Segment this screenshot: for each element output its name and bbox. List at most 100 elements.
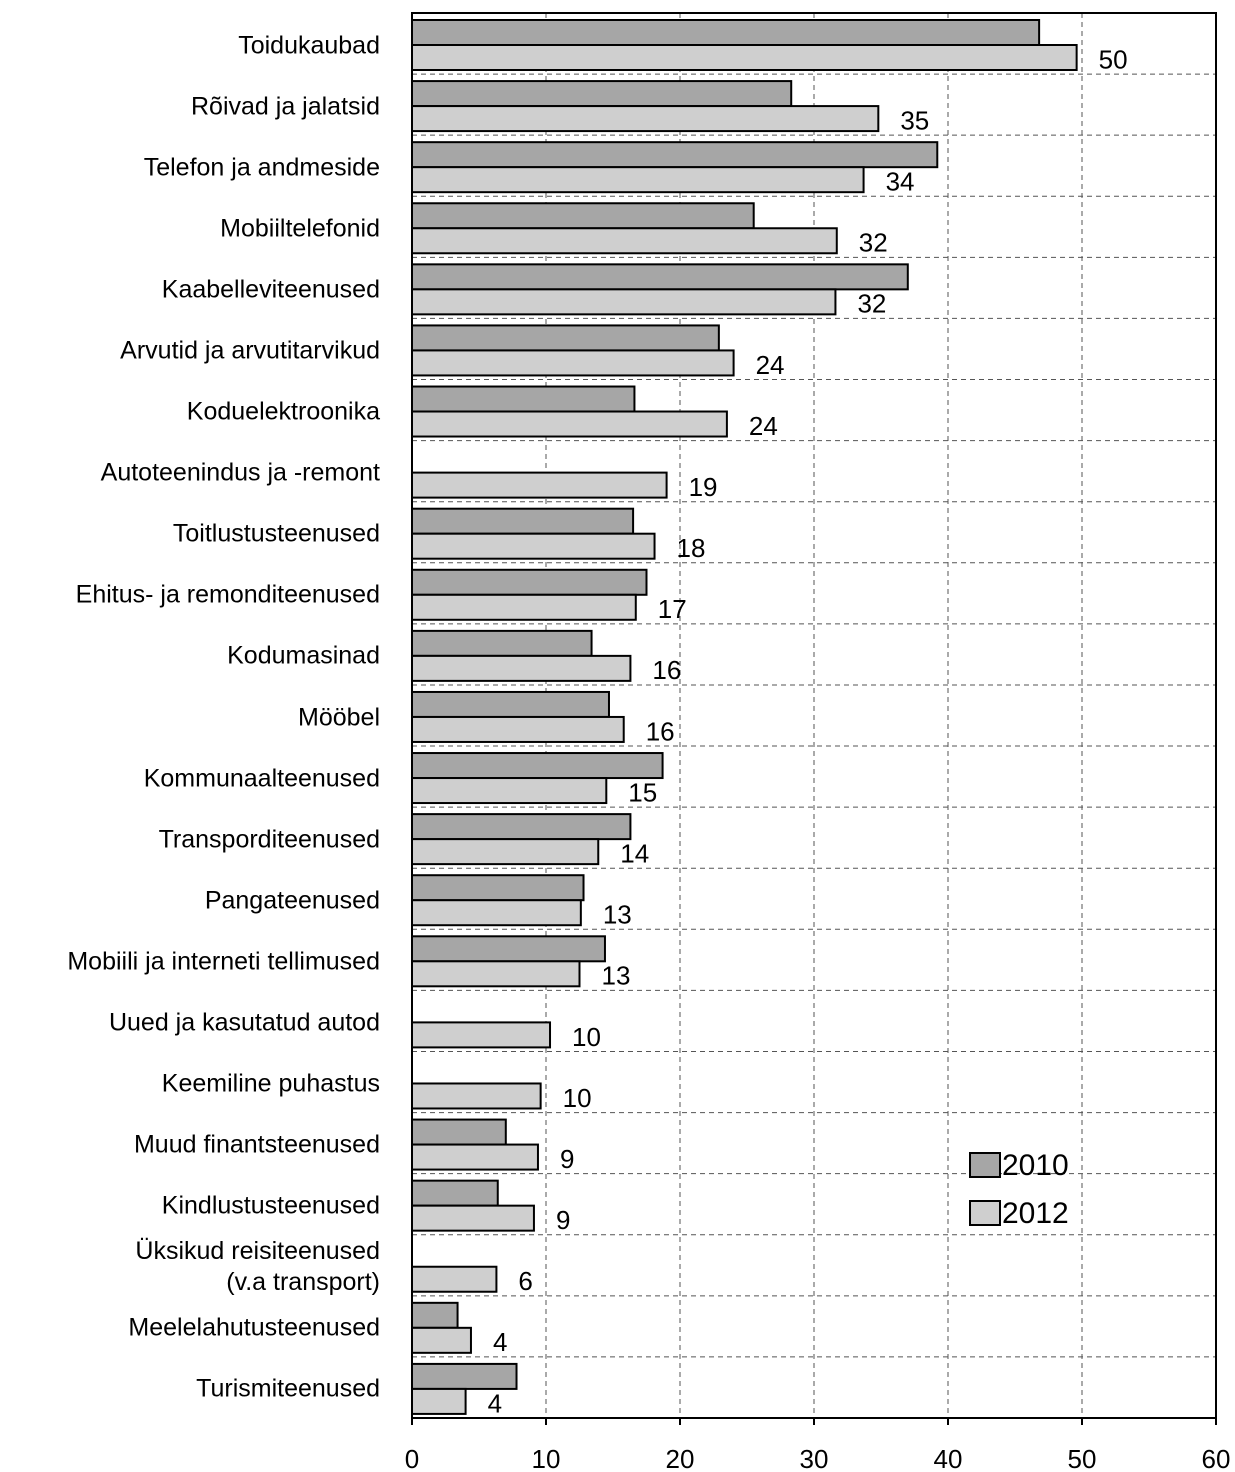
x-tick-label: 20 <box>666 1444 695 1472</box>
value-label: 13 <box>602 961 631 991</box>
category-label: Mobiiltelefonid <box>220 214 380 243</box>
bar <box>411 1204 535 1232</box>
category-label: Telefon ja andmeside <box>143 153 380 182</box>
bar <box>411 166 865 194</box>
bar <box>411 1265 498 1293</box>
value-label: 9 <box>556 1205 570 1235</box>
bar <box>411 593 637 621</box>
category-label: Mobiili ja interneti tellimused <box>67 947 380 976</box>
category-label: Transporditeenused <box>158 825 380 854</box>
category-label: Ehitus- ja remonditeenused <box>75 580 380 609</box>
value-label: 35 <box>900 105 929 135</box>
category-label: Pangateenused <box>204 886 380 915</box>
bar <box>411 629 593 657</box>
bar <box>411 471 668 499</box>
bar <box>411 874 585 902</box>
bar <box>411 654 632 682</box>
category-label: Keemiline puhastus <box>161 1069 380 1098</box>
category-label: Mööbel <box>298 703 380 731</box>
x-tick-label: 50 <box>1068 1444 1097 1472</box>
value-label: 18 <box>677 533 706 563</box>
bar <box>411 1021 552 1049</box>
x-tick-label: 30 <box>800 1444 829 1472</box>
bar <box>411 752 664 780</box>
category-label: Turismiteenused <box>196 1374 380 1403</box>
bar <box>411 935 606 963</box>
bar <box>411 690 610 718</box>
bar <box>411 507 635 535</box>
value-label: 19 <box>689 472 718 502</box>
bar <box>411 105 880 133</box>
bar <box>411 1301 459 1329</box>
plot-border <box>411 12 1217 1419</box>
bar <box>411 202 755 230</box>
x-tick-label: 10 <box>532 1444 561 1472</box>
bar <box>411 349 735 377</box>
bar <box>411 263 909 291</box>
bar <box>411 1143 539 1171</box>
category-label: Autoteenindus ja -remont <box>100 458 380 487</box>
category-label: Rõivad ja jalatsid <box>191 92 380 121</box>
bar <box>411 19 1041 46</box>
bar <box>411 410 728 438</box>
category-label: Üksikud reisiteenused (v.a transport) <box>135 1237 380 1297</box>
category-label: Koduelektroonika <box>186 397 380 426</box>
bar <box>411 1362 518 1390</box>
bar <box>411 324 720 352</box>
value-label: 10 <box>563 1083 592 1113</box>
legend-label: 2012 <box>1002 1197 1069 1230</box>
value-label: 10 <box>572 1022 601 1052</box>
value-label: 16 <box>646 716 675 746</box>
bar <box>411 1082 542 1110</box>
bar <box>411 960 581 988</box>
x-tick-label: 60 <box>1202 1444 1231 1472</box>
value-label: 50 <box>1099 44 1128 74</box>
value-label: 6 <box>518 1266 532 1296</box>
category-label: Arvutid ja arvutitarvikud <box>120 336 380 365</box>
bar <box>411 1387 467 1415</box>
category-label: Kindlustusteenused <box>161 1191 380 1220</box>
category-label: Kodumasinad <box>227 641 380 670</box>
value-label: 17 <box>658 594 687 624</box>
bar <box>411 385 636 413</box>
bar <box>411 80 793 108</box>
bar <box>411 227 838 255</box>
legend-label: 2010 <box>1002 1149 1069 1182</box>
value-label: 34 <box>886 167 915 197</box>
bar <box>411 1118 507 1146</box>
value-label: 32 <box>857 289 886 319</box>
value-label: 24 <box>749 411 778 441</box>
value-label: 32 <box>859 228 888 258</box>
category-label: Meelelahutusteenused <box>128 1313 380 1342</box>
legend-swatch <box>969 1200 1001 1226</box>
legend-swatch <box>969 1152 1001 1178</box>
value-label: 24 <box>756 350 785 380</box>
value-label: 15 <box>628 777 657 807</box>
category-label: Kommunaalteenused <box>143 764 380 793</box>
bar <box>411 899 582 927</box>
bar <box>411 777 608 805</box>
category-label: Toitlustusteenused <box>172 519 380 548</box>
bar <box>411 1326 472 1354</box>
bar <box>411 568 648 596</box>
value-label: 4 <box>488 1388 502 1418</box>
category-label: Uued ja kasutatud autod <box>108 1008 380 1037</box>
category-label: Kaabelleviteenused <box>161 275 380 304</box>
value-label: 13 <box>603 900 632 930</box>
value-label: 4 <box>493 1327 507 1357</box>
bar <box>411 532 656 560</box>
category-label: Muud finantsteenused <box>133 1130 380 1159</box>
value-label: 9 <box>560 1144 574 1174</box>
bar <box>411 1179 499 1207</box>
bar <box>411 141 939 169</box>
x-tick-label: 40 <box>934 1444 963 1472</box>
bar <box>411 715 625 743</box>
bar <box>411 44 1078 71</box>
value-label: 14 <box>620 839 649 869</box>
value-label: 16 <box>652 655 681 685</box>
bar <box>411 288 837 316</box>
bar <box>411 838 600 866</box>
x-tick-label: 0 <box>405 1444 419 1472</box>
